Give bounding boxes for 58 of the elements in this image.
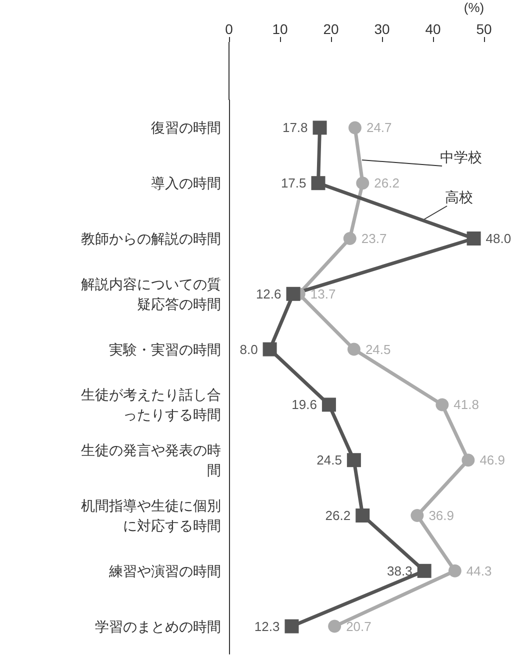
point	[286, 286, 300, 301]
point	[328, 620, 342, 633]
x-tick-label: 10	[272, 21, 288, 37]
point	[410, 509, 424, 522]
data-label: 38.3	[387, 563, 412, 578]
data-label: 24.5	[365, 342, 391, 357]
y-tick-label: 復習の時間	[151, 120, 221, 136]
point	[417, 564, 432, 578]
point	[343, 232, 356, 245]
x-tick-label: 20	[323, 21, 339, 37]
y-tick-label: 机間指導や生徒に個別に対応する時間	[81, 498, 221, 534]
x-axis-title: (%)	[464, 0, 484, 15]
data-label: 13.7	[310, 286, 336, 302]
y-tick-label: 実験・実習の時間	[109, 341, 221, 358]
x-tick-label: 50	[476, 21, 492, 37]
point	[311, 176, 326, 190]
point	[284, 619, 299, 634]
point	[466, 232, 481, 246]
point	[312, 120, 327, 135]
point	[348, 121, 362, 134]
data-label: 26.2	[325, 508, 351, 523]
data-label: 17.8	[282, 120, 308, 136]
point	[356, 508, 370, 522]
data-label: 12.6	[256, 286, 282, 302]
x-tick-label: 40	[425, 21, 441, 37]
point	[448, 564, 462, 578]
data-label: 24.5	[316, 452, 342, 468]
y-tick-label: 生徒の発言や発表の時間	[81, 442, 221, 478]
data-label: 41.8	[454, 397, 479, 412]
y-tick-label: 導入の時間	[151, 175, 221, 192]
y-tick-label: 練習や演習の時間	[108, 562, 221, 579]
data-label: 26.2	[374, 176, 400, 191]
y-tick-label: 生徒が考えたり話し合ったりする時間	[81, 386, 221, 423]
y-tick-label: 学習のまとめの時間	[95, 618, 221, 634]
point	[322, 398, 336, 412]
series-label: 高校	[445, 189, 473, 205]
point	[346, 453, 361, 468]
data-label: 46.9	[480, 452, 506, 468]
point	[436, 398, 449, 412]
data-label: 8.0	[240, 342, 258, 357]
point	[347, 342, 360, 356]
data-label: 19.6	[292, 397, 317, 412]
point	[262, 342, 277, 356]
text: 中学校	[440, 149, 482, 165]
x-tick-label: 0	[225, 21, 234, 37]
data-label: 24.7	[366, 120, 392, 136]
data-label: 48.0	[486, 231, 512, 246]
data-label: 23.7	[361, 231, 387, 246]
point	[356, 176, 370, 190]
y-tick-label: 教師からの解説の時間	[81, 230, 221, 246]
y-tick-label: 解説内容についての質疑応答の時間	[81, 276, 221, 312]
data-label: 36.9	[428, 508, 454, 523]
data-label: 17.5	[280, 176, 306, 191]
data-label: 44.3	[466, 563, 492, 578]
point	[462, 454, 475, 467]
x-tick-label: 30	[374, 21, 390, 37]
data-label: 12.3	[254, 618, 280, 634]
data-label: 20.7	[346, 618, 372, 634]
